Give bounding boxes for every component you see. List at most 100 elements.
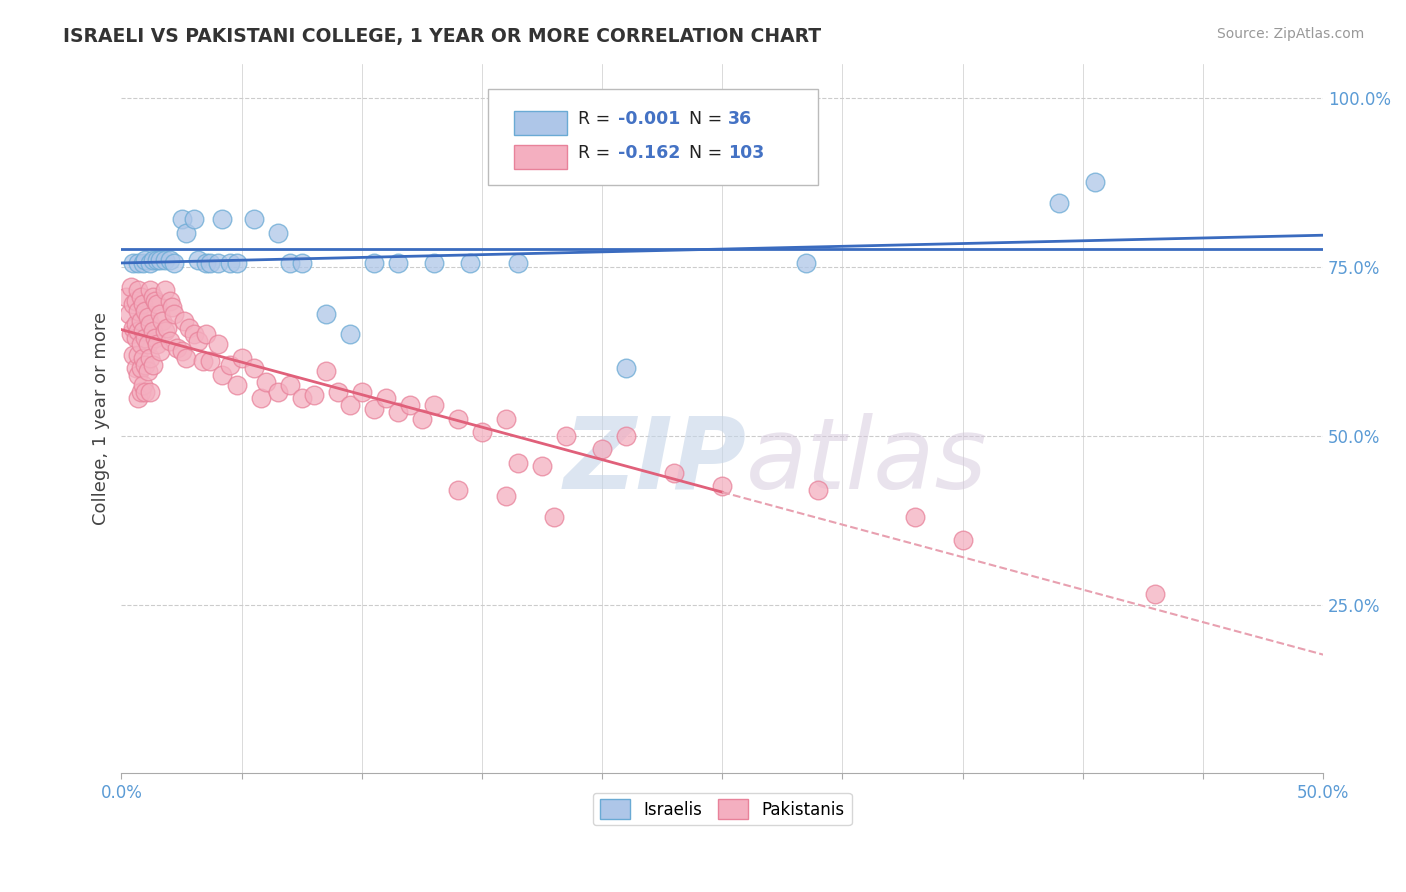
Point — [176, 226, 198, 240]
Point — [142, 290, 165, 304]
Point — [122, 347, 145, 361]
Point — [200, 256, 222, 270]
Point — [127, 284, 149, 298]
Text: N =: N = — [678, 110, 727, 128]
Point — [149, 307, 172, 321]
Point — [711, 479, 734, 493]
Point — [191, 354, 214, 368]
Point — [903, 509, 925, 524]
Point — [266, 226, 288, 240]
Point — [242, 212, 264, 227]
Point — [374, 392, 396, 406]
Point — [136, 337, 159, 351]
Point — [159, 252, 181, 267]
Point — [231, 351, 253, 365]
Point — [242, 361, 264, 376]
Point — [1047, 195, 1070, 210]
Text: R =: R = — [578, 144, 616, 161]
Point — [125, 361, 148, 376]
Point — [471, 425, 494, 440]
Point — [127, 347, 149, 361]
Point — [194, 327, 217, 342]
Point — [163, 307, 186, 321]
Point — [291, 256, 314, 270]
Point — [143, 293, 166, 308]
Point — [125, 331, 148, 345]
Point — [129, 314, 152, 328]
Point — [153, 284, 176, 298]
Point — [129, 361, 152, 376]
Point — [134, 384, 156, 399]
FancyBboxPatch shape — [488, 89, 818, 185]
Point — [225, 378, 247, 392]
Point — [146, 297, 169, 311]
Text: ISRAELI VS PAKISTANI COLLEGE, 1 YEAR OR MORE CORRELATION CHART: ISRAELI VS PAKISTANI COLLEGE, 1 YEAR OR … — [63, 27, 821, 45]
Text: atlas: atlas — [747, 413, 988, 510]
Point — [458, 256, 481, 270]
Point — [278, 378, 301, 392]
Point — [614, 361, 637, 376]
Point — [129, 290, 152, 304]
Point — [187, 252, 209, 267]
Point — [120, 327, 142, 342]
Point — [134, 331, 156, 345]
Point — [187, 334, 209, 348]
Point — [591, 442, 613, 457]
Point — [291, 392, 314, 406]
Point — [211, 368, 233, 382]
Point — [387, 256, 409, 270]
Point — [363, 401, 385, 416]
Point — [218, 358, 240, 372]
Point — [136, 364, 159, 378]
Point — [315, 307, 337, 321]
Text: R =: R = — [578, 110, 616, 128]
Point — [146, 252, 169, 267]
Text: ZIP: ZIP — [564, 413, 747, 510]
Point — [139, 256, 162, 270]
Point — [127, 324, 149, 338]
Point — [132, 297, 155, 311]
Point — [495, 411, 517, 425]
Point — [200, 354, 222, 368]
Point — [159, 293, 181, 308]
Text: -0.162: -0.162 — [617, 144, 681, 161]
Point — [160, 300, 183, 314]
Point — [125, 293, 148, 308]
Point — [326, 384, 349, 399]
Point — [411, 411, 433, 425]
Point — [211, 212, 233, 227]
Point — [136, 310, 159, 325]
Point — [614, 428, 637, 442]
Point — [134, 303, 156, 318]
Point — [146, 337, 169, 351]
Point — [129, 384, 152, 399]
Point — [132, 351, 155, 365]
Point — [543, 509, 565, 524]
Point — [132, 256, 155, 270]
Point — [506, 256, 529, 270]
Point — [350, 384, 373, 399]
Point — [266, 384, 288, 399]
Point — [555, 428, 578, 442]
Point — [132, 324, 155, 338]
Point — [183, 327, 205, 342]
Point — [1143, 587, 1166, 601]
Point — [183, 212, 205, 227]
Text: N =: N = — [678, 144, 727, 161]
Point — [278, 256, 301, 270]
Point — [398, 398, 420, 412]
Point — [176, 351, 198, 365]
Point — [139, 351, 162, 365]
Point — [250, 392, 273, 406]
Point — [153, 252, 176, 267]
Point — [170, 212, 193, 227]
Point — [207, 337, 229, 351]
Point — [495, 490, 517, 504]
Point — [796, 256, 818, 270]
Point — [120, 280, 142, 294]
Point — [387, 405, 409, 419]
Point — [339, 398, 361, 412]
Point — [134, 252, 156, 267]
Point — [125, 317, 148, 331]
Point — [122, 320, 145, 334]
